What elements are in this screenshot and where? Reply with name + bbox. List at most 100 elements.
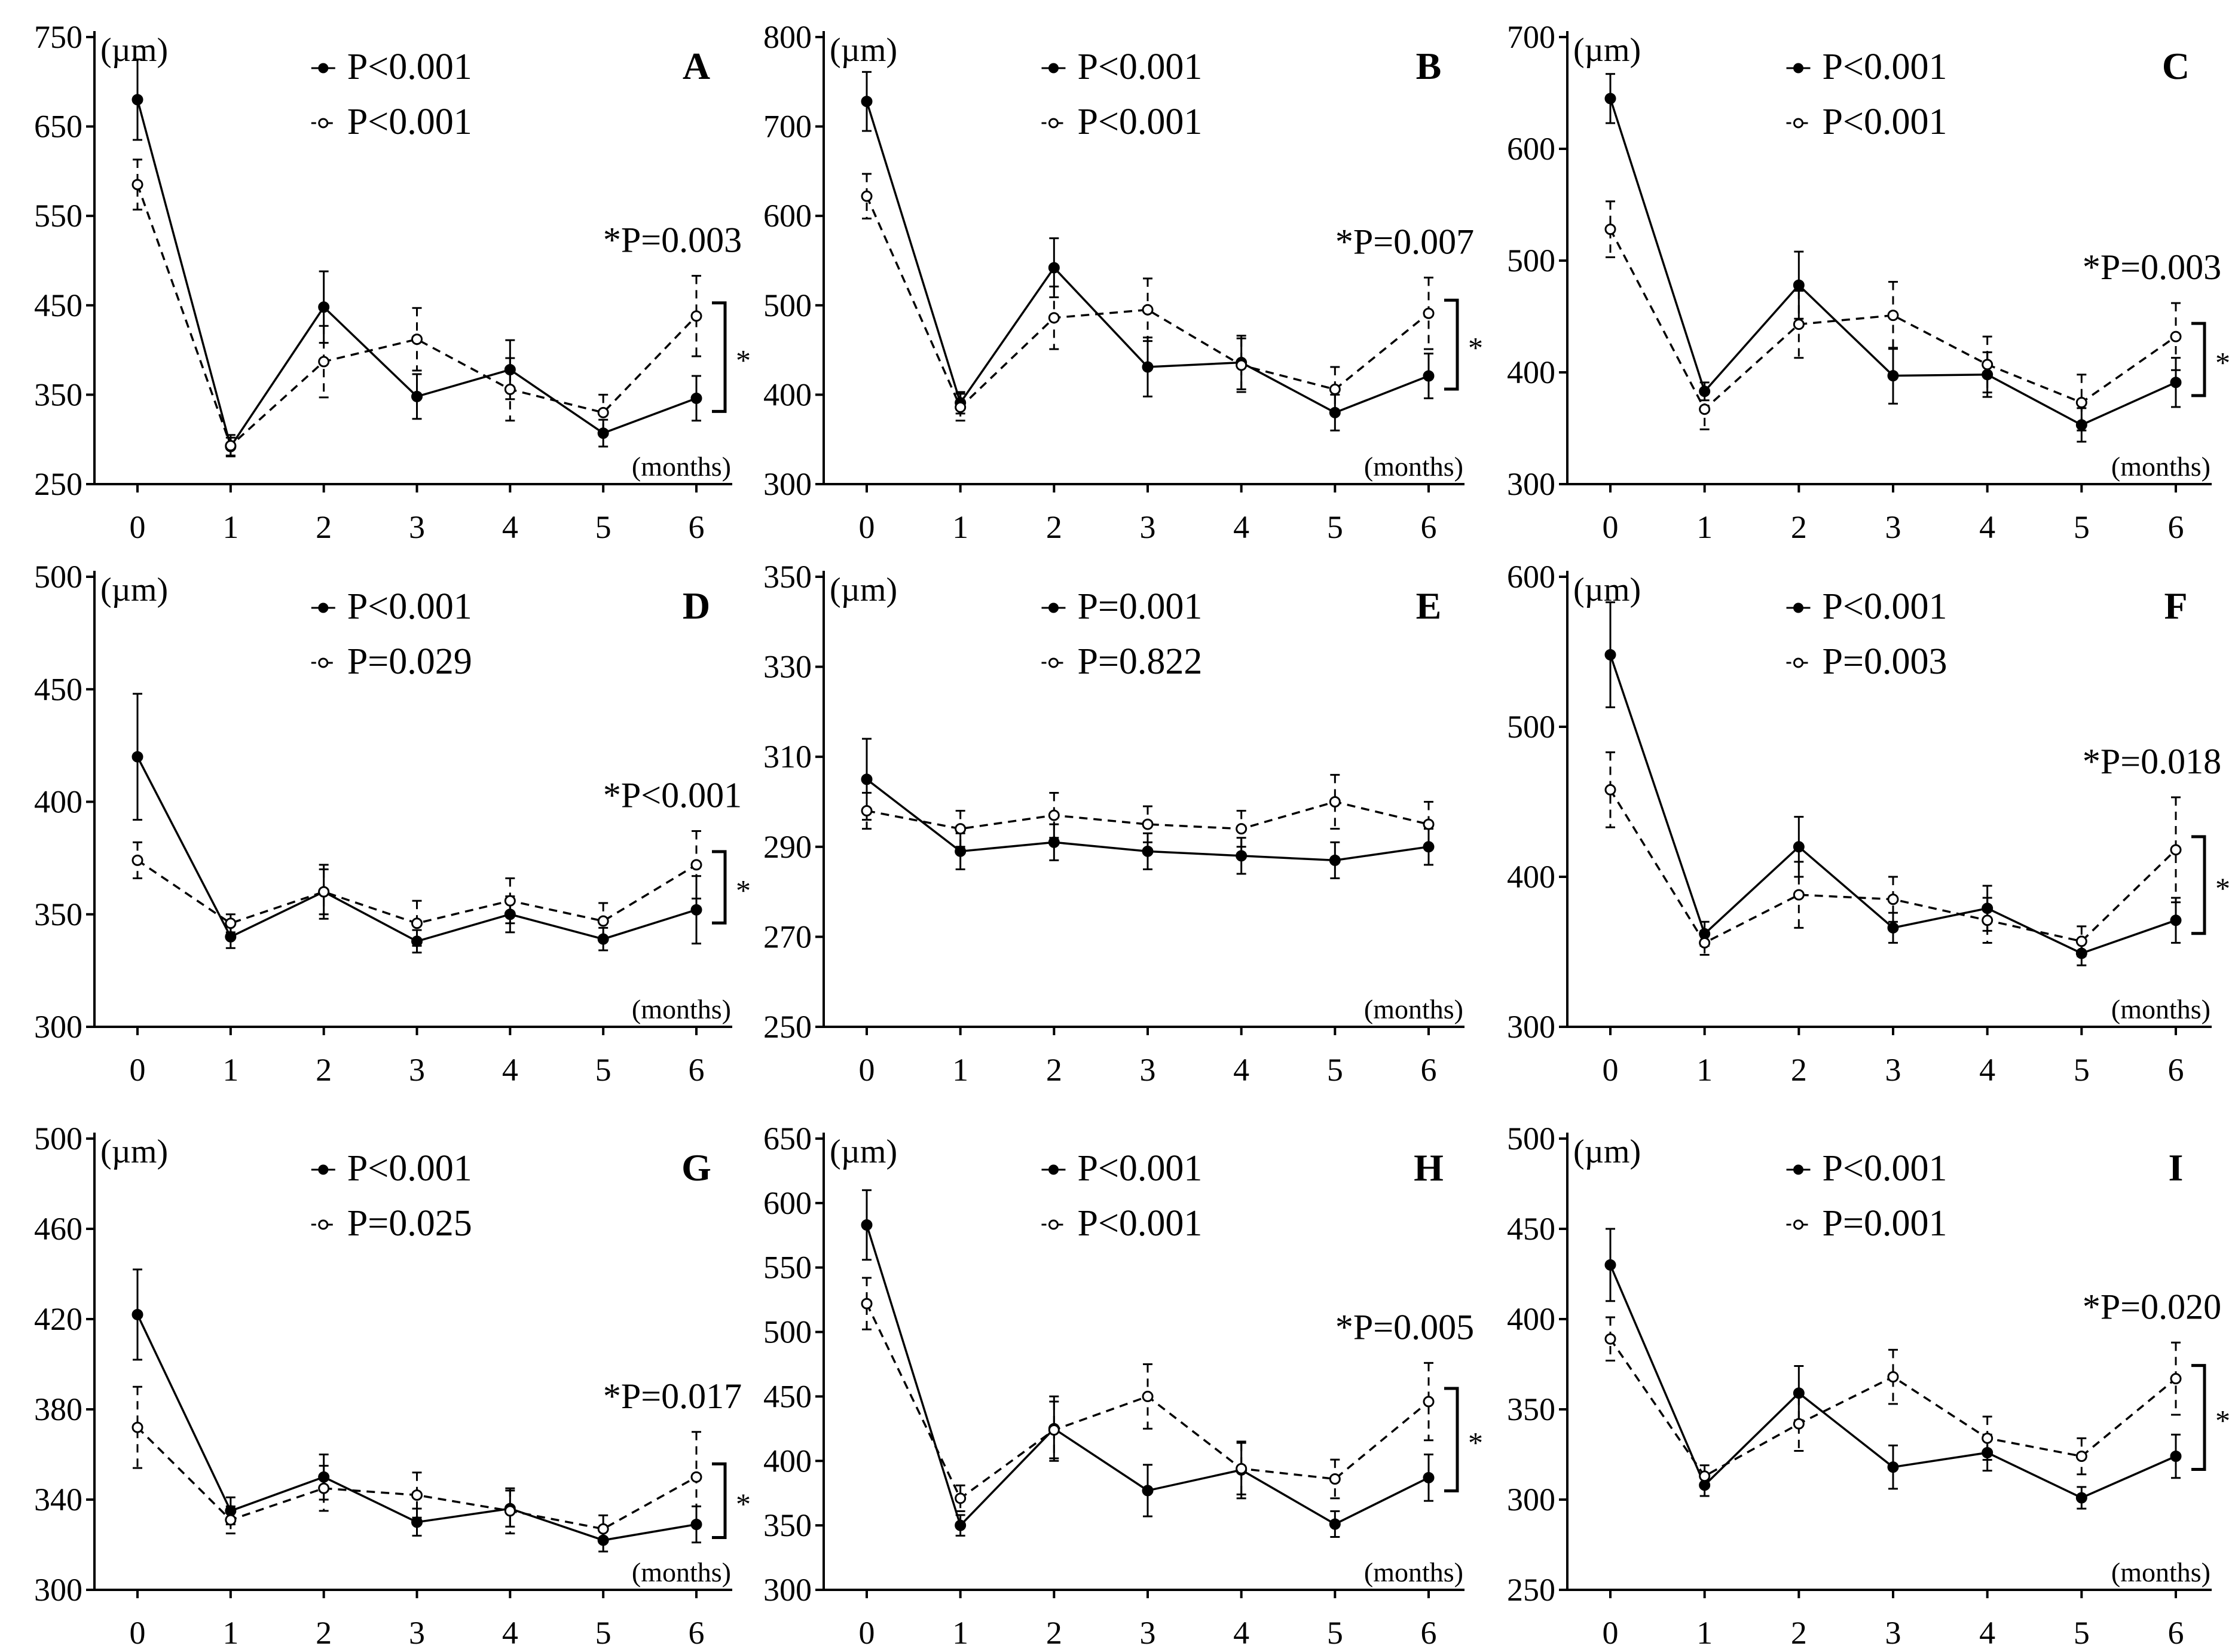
bracket-line (712, 301, 727, 413)
significance-bracket: * (1444, 1387, 1483, 1492)
data-point (2170, 914, 2182, 926)
legend-label: P<0.001 (1823, 586, 1947, 627)
data-point (861, 773, 873, 785)
y-tick-label: 270 (763, 919, 812, 955)
data-point (1329, 854, 1341, 866)
data-point (2170, 844, 2182, 856)
panel-letter: E (1416, 585, 1442, 627)
legend-swatch-marker (1048, 657, 1059, 668)
x-tick-label: 2 (1791, 1052, 1807, 1088)
data-point (1236, 823, 1248, 835)
bracket-line (2191, 322, 2206, 397)
legend-label: P<0.001 (1077, 102, 1202, 142)
data-point (955, 401, 967, 413)
y-tick-label: 550 (763, 1250, 812, 1286)
x-tick-label: 6 (1421, 509, 1437, 545)
bracket-star: * (2215, 1404, 2230, 1437)
y-tick-label: 300 (1507, 1009, 1555, 1045)
bracket-line (1444, 298, 1459, 391)
data-point (1329, 796, 1341, 807)
legend-label: P=0.822 (1077, 641, 1202, 682)
bracket-line (712, 1462, 727, 1540)
x-tick-label: 1 (222, 509, 239, 545)
legend-entry: P<0.001 (1041, 1148, 1202, 1189)
y-tick-label: 500 (1507, 243, 1555, 279)
significance-bracket: * (712, 301, 751, 413)
panel-a: 250 350 450 550 650 750 0 1 2 3 4 5 6 (µm) (months) A P<… (34, 19, 751, 545)
legend-swatch-marker (318, 1219, 329, 1230)
y-tick-label: 300 (763, 466, 812, 502)
x-tick-label: 6 (2168, 1615, 2184, 1651)
data-point (1604, 784, 1616, 796)
panel-c: 300 400 500 600 700 0 1 2 3 4 5 6 (µm) (months) C P<0.0… (1507, 19, 2230, 545)
y-tick-label: 460 (34, 1211, 82, 1247)
series-solid (132, 693, 702, 954)
legend-swatch-marker (1793, 1164, 1804, 1175)
data-point (1142, 845, 1154, 857)
legend-label: P<0.001 (1077, 1203, 1202, 1244)
x-tick-label: 5 (1327, 509, 1343, 545)
data-point (1142, 1390, 1154, 1402)
y-tick-label: 450 (1507, 1211, 1555, 1247)
significance-bracket: * (2191, 1364, 2230, 1471)
data-point (411, 917, 423, 929)
legend-label: P=0.003 (1823, 641, 1947, 682)
bracket-star: * (736, 344, 751, 377)
bracket-line (712, 850, 727, 925)
data-point (411, 334, 423, 345)
x-tick-label: 5 (2074, 509, 2090, 545)
y-tick-label: 400 (1507, 1301, 1555, 1337)
y-unit-label: (µm) (830, 571, 897, 608)
significance-annotation: *P<0.001 (603, 775, 742, 815)
data-point (1793, 841, 1805, 853)
y-unit-label: (µm) (100, 571, 168, 608)
x-tick-label: 1 (222, 1615, 239, 1651)
legend-swatch-marker (1048, 1164, 1059, 1175)
y-tick-label: 750 (34, 19, 82, 55)
data-point (690, 859, 702, 871)
data-point (1887, 310, 1899, 322)
data-point (1887, 922, 1899, 934)
x-tick-label: 0 (859, 509, 875, 545)
data-point (318, 886, 330, 898)
significance-annotation: *P=0.020 (2083, 1287, 2221, 1326)
panel-e: 250 270 290 310 330 350 0 1 2 3 4 5 6 (µm) (months) E P=… (763, 559, 1464, 1088)
legend-swatch-marker (1793, 1219, 1804, 1230)
data-point (1236, 850, 1248, 862)
x-tick-label: 0 (859, 1052, 875, 1088)
data-point (504, 895, 516, 907)
x-axis-label: (months) (632, 451, 731, 482)
bracket-line (2191, 835, 2206, 935)
y-tick-label: 290 (763, 829, 812, 865)
data-point (690, 310, 702, 322)
series-dashed (1604, 751, 2182, 957)
legend-entry: P=0.003 (1786, 641, 1947, 682)
y-tick-label: 250 (34, 466, 82, 502)
x-tick-label: 2 (316, 509, 332, 545)
data-point (132, 854, 143, 866)
legend-label: P=0.029 (347, 641, 472, 682)
significance-annotation: *P=0.007 (1335, 222, 1474, 261)
x-axis-label: (months) (2111, 451, 2210, 482)
y-tick-label: 300 (34, 1009, 82, 1045)
y-tick-label: 250 (1507, 1572, 1555, 1608)
y-tick-label: 350 (1507, 1391, 1555, 1427)
bracket-star: * (2215, 871, 2230, 905)
data-point (861, 1298, 873, 1310)
legend-entry: P=0.001 (1786, 1203, 1947, 1244)
legend-label: P<0.001 (347, 1148, 472, 1189)
x-axis-label: (months) (1364, 1557, 1463, 1587)
panel-letter: B (1416, 45, 1442, 87)
data-point (1887, 1461, 1899, 1473)
data-point (225, 440, 237, 452)
x-axis-label: (months) (1364, 451, 1463, 482)
panel-h: 300 350 400 450 500 550 600 650 0 1 2 3 4 5 6 (µm) (mont… (763, 1121, 1483, 1651)
x-tick-label: 1 (1696, 1052, 1713, 1088)
y-tick-label: 500 (763, 1314, 812, 1350)
y-tick-label: 500 (1507, 709, 1555, 745)
data-point (1329, 1518, 1341, 1530)
panel-g: 300 340 380 420 460 500 0 1 2 3 4 5 6 (µm) (months) G P<… (34, 1121, 751, 1651)
data-point (1982, 914, 1994, 926)
series-dashed (861, 1277, 1435, 1512)
x-tick-label: 1 (1696, 1615, 1713, 1651)
